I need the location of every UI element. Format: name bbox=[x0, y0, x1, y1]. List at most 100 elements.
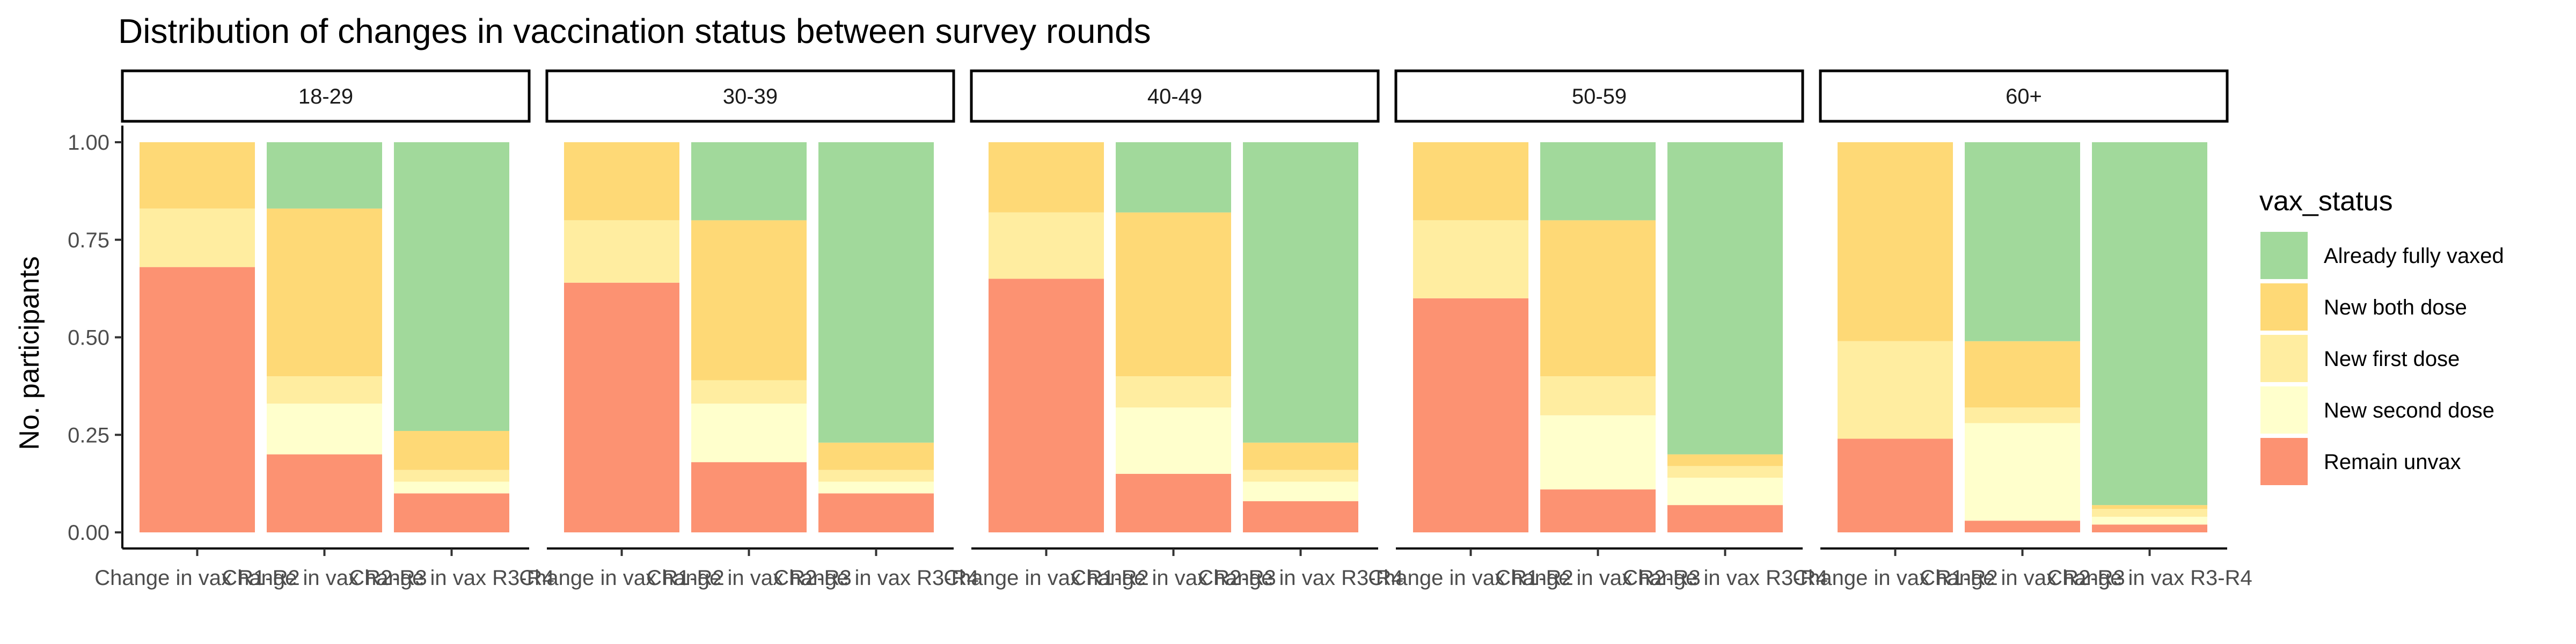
bar-segment bbox=[2092, 516, 2207, 525]
facet-strip-label: 30-39 bbox=[723, 85, 778, 108]
x-tick-label: Change in vax R2-R3 bbox=[1920, 566, 2125, 590]
bar-segment bbox=[691, 380, 807, 404]
bar-segment bbox=[1965, 521, 2080, 532]
legend-swatch bbox=[2260, 335, 2308, 382]
x-tick-label: Change in vax R2-R3 bbox=[1071, 566, 1276, 590]
y-tick-label: 0.75 bbox=[68, 229, 109, 252]
y-tick-label: 0.50 bbox=[68, 326, 109, 350]
bar-segment bbox=[267, 208, 382, 377]
legend-item: New second dose bbox=[2260, 386, 2494, 434]
bar-segment bbox=[394, 470, 509, 482]
legend-label: New second dose bbox=[2324, 399, 2494, 422]
bar-segment bbox=[691, 404, 807, 463]
bar-segment bbox=[564, 282, 679, 532]
bar-segment bbox=[989, 279, 1104, 532]
bar-segment bbox=[267, 142, 382, 209]
x-tick-label: Change in vax R1-R2 bbox=[519, 566, 724, 590]
bar-segment bbox=[1540, 415, 1656, 490]
bar-segment bbox=[2092, 509, 2207, 517]
bar-segment bbox=[1965, 341, 2080, 408]
bar-segment bbox=[1243, 481, 1358, 501]
bar-segment bbox=[267, 454, 382, 532]
bar-segment bbox=[1838, 341, 1953, 439]
facet-strip-label: 60+ bbox=[2006, 85, 2042, 108]
bar-segment bbox=[818, 493, 934, 532]
y-axis: 0.00 0.25 0.50 0.75 1.00 bbox=[68, 126, 123, 548]
bar-segment bbox=[1116, 212, 1231, 377]
facet-strip-label: 50-59 bbox=[1572, 85, 1627, 108]
bar-segment bbox=[1413, 142, 1528, 221]
x-tick-label: Change in vax R1-R2 bbox=[1792, 566, 1997, 590]
bar-segment bbox=[1243, 142, 1358, 443]
facet-strip-label: 40-49 bbox=[1147, 85, 1202, 108]
legend-swatch bbox=[2260, 232, 2308, 279]
x-tick-label: Change in vax R3-R4 bbox=[773, 566, 978, 590]
bar-segment bbox=[1540, 220, 1656, 377]
bar-segment bbox=[1667, 466, 1783, 478]
bar-segment bbox=[2092, 524, 2207, 532]
y-tick-label: 1.00 bbox=[68, 131, 109, 155]
bar-segment bbox=[564, 220, 679, 283]
bar-segment bbox=[1116, 142, 1231, 213]
bar-segment bbox=[140, 267, 255, 532]
bar-segment bbox=[1540, 376, 1656, 415]
bar-segment bbox=[989, 212, 1104, 279]
bar-segment bbox=[691, 462, 807, 532]
legend-swatch bbox=[2260, 386, 2308, 434]
bar-segment bbox=[1965, 423, 2080, 521]
x-tick-label: Change in vax R1-R2 bbox=[1368, 566, 1573, 590]
legend: vax_status Already fully vaxed New both d… bbox=[2259, 186, 2504, 485]
chart-title: Distribution of changes in vaccination s… bbox=[118, 12, 1151, 50]
bar-segment bbox=[691, 142, 807, 221]
legend-swatch bbox=[2260, 283, 2308, 331]
bar-segment bbox=[1540, 142, 1656, 221]
bar-segment bbox=[1965, 142, 2080, 341]
x-tick-label: Change in vax R1-R2 bbox=[943, 566, 1148, 590]
x-tick-label: Change in vax R3-R4 bbox=[2047, 566, 2252, 590]
bar-segment bbox=[564, 142, 679, 221]
y-tick-label: 0.25 bbox=[68, 423, 109, 447]
bar-segment bbox=[1667, 142, 1783, 455]
bar-segment bbox=[818, 442, 934, 470]
bar-segment bbox=[1116, 376, 1231, 408]
legend-label: New first dose bbox=[2324, 347, 2460, 371]
bar-segment bbox=[1243, 501, 1358, 532]
facet-strip bbox=[121, 69, 531, 123]
facet-strip-label: 18-29 bbox=[298, 85, 353, 108]
bar-segment bbox=[1667, 505, 1783, 532]
bar-segment bbox=[394, 493, 509, 532]
bar-segment bbox=[2092, 142, 2207, 506]
bar-segment bbox=[1667, 454, 1783, 466]
bar-segment bbox=[1838, 142, 1953, 341]
bar-segment bbox=[1413, 220, 1528, 298]
legend-title: vax_status bbox=[2259, 186, 2393, 217]
bar-segment bbox=[2092, 505, 2207, 509]
y-axis-label: No. participants bbox=[14, 256, 45, 450]
bar-segment bbox=[394, 142, 509, 431]
bar-segment bbox=[1838, 438, 1953, 532]
bar-segment bbox=[1116, 473, 1231, 532]
x-tick-label: Change in vax R3-R4 bbox=[1622, 566, 1827, 590]
legend-label: Already fully vaxed bbox=[2324, 244, 2504, 268]
bar-segment bbox=[140, 142, 255, 209]
bar-segment bbox=[1243, 470, 1358, 482]
legend-items: Already fully vaxed New both dose New firs… bbox=[2260, 232, 2504, 485]
legend-item: Already fully vaxed bbox=[2260, 232, 2504, 279]
bar-segment bbox=[989, 142, 1104, 213]
legend-swatch bbox=[2260, 438, 2308, 485]
bar-segment bbox=[140, 208, 255, 267]
bar-segment bbox=[818, 481, 934, 494]
bar-segment bbox=[818, 142, 934, 443]
facet-strip bbox=[1819, 69, 2229, 123]
x-tick-label: Change in vax R3-R4 bbox=[349, 566, 554, 590]
bar-segment bbox=[1965, 407, 2080, 423]
legend-item: New both dose bbox=[2260, 283, 2467, 331]
facet-strip bbox=[970, 69, 1380, 123]
legend-label: New both dose bbox=[2324, 296, 2467, 319]
